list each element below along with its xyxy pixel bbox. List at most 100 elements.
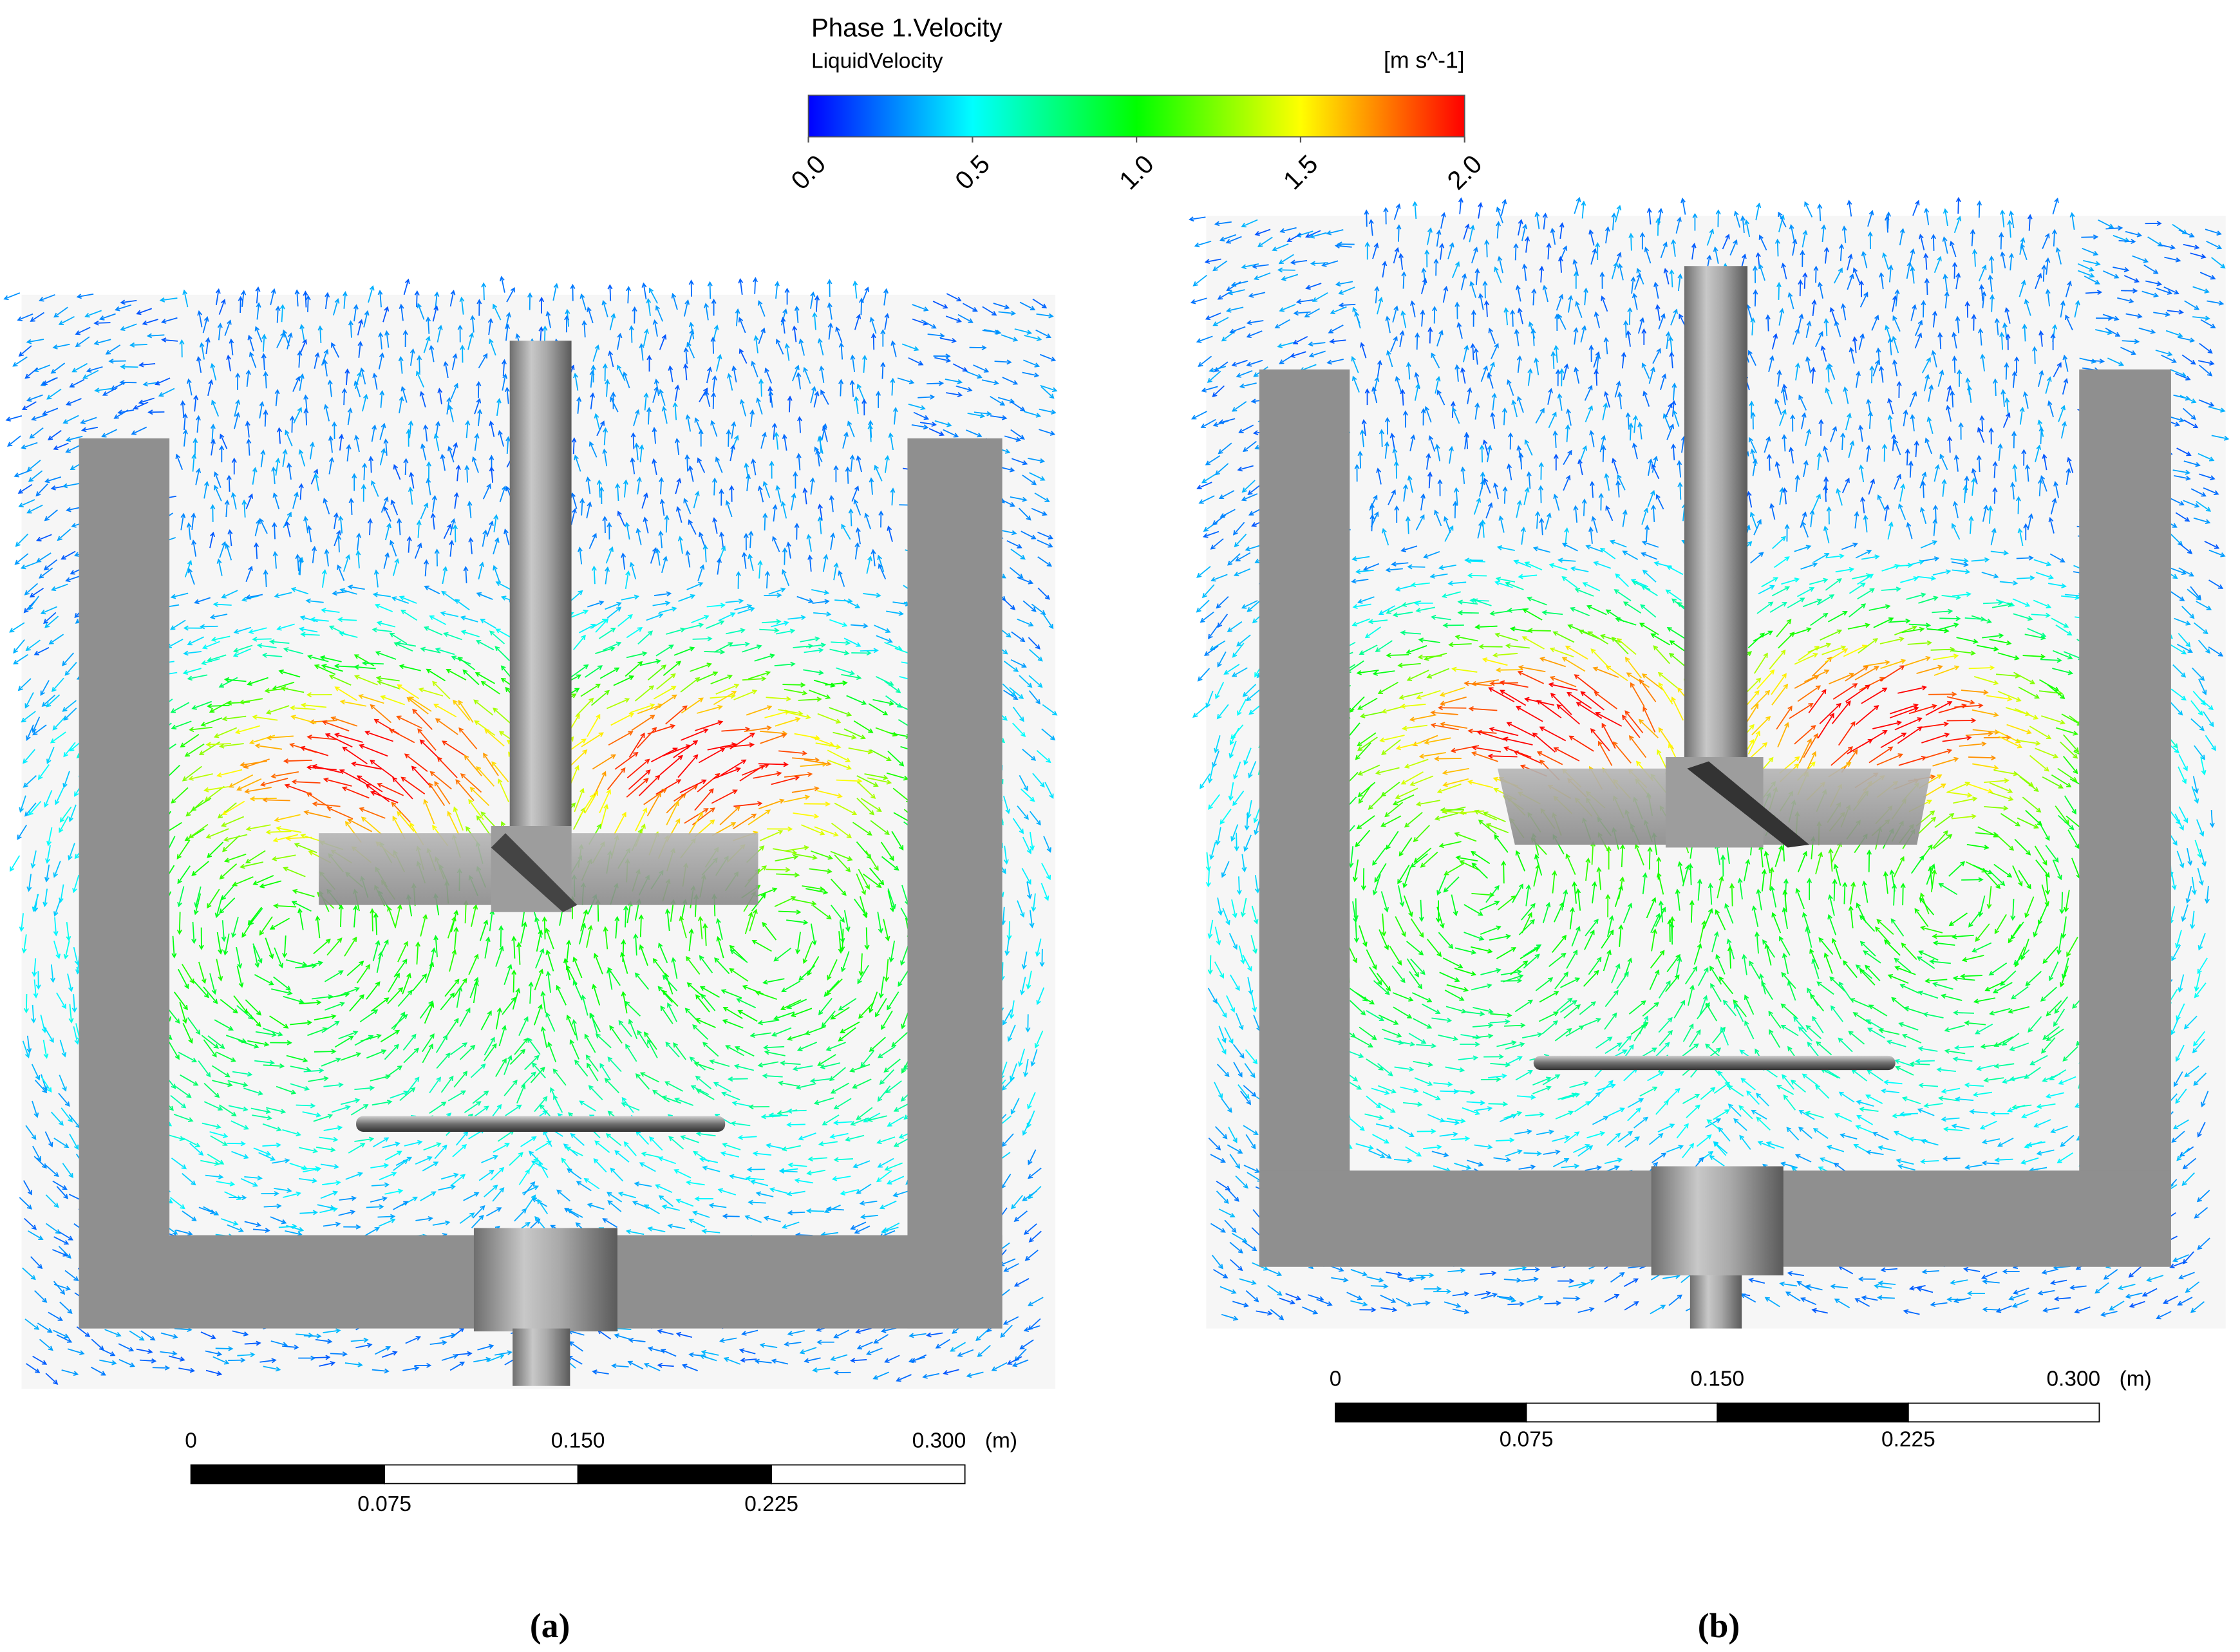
velocity-vector-head <box>762 480 768 487</box>
velocity-vector <box>19 499 35 507</box>
velocity-vector-head <box>53 445 59 451</box>
velocity-vector-head <box>643 492 648 498</box>
velocity-vector <box>42 377 58 385</box>
velocity-vector-head <box>505 312 511 318</box>
velocity-vector-head <box>334 512 339 518</box>
velocity-vector-head <box>579 293 585 299</box>
velocity-vector-head <box>707 281 713 286</box>
velocity-vector <box>990 415 1006 419</box>
velocity-vector-head <box>489 338 494 344</box>
velocity-vector <box>209 532 214 549</box>
velocity-vector-head <box>397 518 402 523</box>
velocity-vector-head <box>214 484 219 491</box>
velocity-vector <box>587 307 594 324</box>
velocity-vector-head <box>822 425 827 431</box>
velocity-vector-head <box>426 335 431 342</box>
velocity-vector <box>887 526 893 542</box>
velocity-vector-head <box>630 432 636 438</box>
velocity-vector <box>776 339 784 355</box>
velocity-vector-head <box>883 288 889 294</box>
velocity-vector <box>159 388 175 397</box>
velocity-vector-head <box>210 362 216 369</box>
velocity-vector-head <box>102 391 108 396</box>
velocity-vector-head <box>481 282 487 288</box>
velocity-vector <box>857 384 865 400</box>
velocity-vector-head <box>739 348 744 354</box>
velocity-vector <box>449 406 454 422</box>
velocity-vector <box>131 426 147 435</box>
velocity-vector <box>264 410 267 427</box>
velocity-vector-head <box>748 530 754 536</box>
velocity-vector <box>697 458 706 473</box>
velocity-vector <box>61 550 76 559</box>
velocity-vector <box>831 496 834 512</box>
velocity-vector-head <box>186 378 192 384</box>
velocity-vector <box>955 385 972 391</box>
velocity-vector-head <box>26 339 32 344</box>
velocity-vector <box>489 339 496 356</box>
velocity-vector-head <box>819 365 825 371</box>
velocity-vector <box>347 408 352 426</box>
velocity-vector <box>773 505 776 522</box>
velocity-vector-head <box>652 458 657 464</box>
velocity-vector <box>998 311 1015 314</box>
velocity-vector-head <box>573 372 579 379</box>
velocity-vector-head <box>539 296 545 303</box>
velocity-vector <box>631 458 635 474</box>
velocity-vector <box>400 305 404 321</box>
velocity-vector <box>745 463 749 480</box>
velocity-vector-head <box>581 320 587 326</box>
velocity-vector <box>789 397 791 413</box>
velocity-vector <box>310 442 314 460</box>
velocity-vector-head <box>381 422 386 429</box>
velocity-vector <box>927 382 943 385</box>
velocity-vector <box>240 297 241 313</box>
velocity-vector-head <box>372 372 378 379</box>
velocity-vector <box>993 303 1009 309</box>
velocity-vector-head <box>845 466 851 472</box>
velocity-vector <box>712 393 715 409</box>
velocity-vector-head <box>496 398 502 404</box>
velocity-vector-head <box>589 370 595 375</box>
velocity-vector-head <box>306 525 312 530</box>
velocity-vector-head <box>211 438 216 444</box>
velocity-vector <box>945 379 962 383</box>
velocity-vector-head <box>809 477 815 483</box>
velocity-vector-head <box>938 380 945 386</box>
velocity-vector <box>506 437 509 455</box>
velocity-vector-head <box>367 518 373 524</box>
velocity-vector-head <box>26 466 32 472</box>
velocity-vector <box>184 430 187 447</box>
velocity-vector-head <box>815 449 821 455</box>
velocity-vector-head <box>414 290 420 296</box>
velocity-vector <box>491 467 494 483</box>
velocity-vector <box>574 373 579 391</box>
velocity-vector <box>791 493 795 511</box>
velocity-vector <box>841 524 851 540</box>
velocity-vector <box>892 341 897 357</box>
velocity-vector <box>731 422 735 439</box>
velocity-vector <box>963 303 977 312</box>
velocity-vector-head <box>630 457 635 463</box>
velocity-vector-head <box>377 289 383 296</box>
velocity-vector <box>59 315 75 325</box>
velocity-vector <box>676 438 680 456</box>
velocity-vector-head <box>94 388 100 393</box>
velocity-vector-head <box>1048 543 1053 548</box>
velocity-vector <box>623 480 627 498</box>
velocity-vector-head <box>890 340 896 346</box>
velocity-vector-head <box>538 326 544 332</box>
velocity-vector-head <box>437 388 443 393</box>
velocity-vector-head <box>138 362 144 368</box>
velocity-vector <box>273 493 280 510</box>
velocity-vector <box>200 625 218 628</box>
velocity-vector-head <box>888 432 894 438</box>
velocity-vector-head <box>142 381 149 387</box>
velocity-vector-head <box>93 320 99 326</box>
velocity-vector <box>860 650 878 652</box>
velocity-vector <box>243 500 246 518</box>
velocity-vector-head <box>353 435 359 440</box>
velocity-vector <box>205 338 209 355</box>
velocity-vector <box>684 364 688 380</box>
velocity-vector <box>386 331 390 348</box>
